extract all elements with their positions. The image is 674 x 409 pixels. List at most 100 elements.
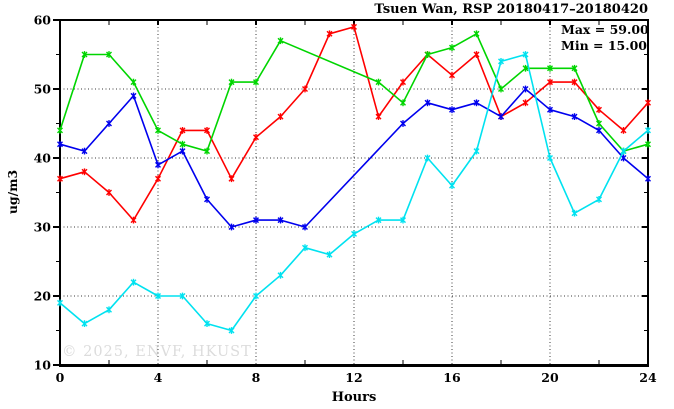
data-point-marker — [57, 175, 63, 182]
data-point-marker — [596, 127, 602, 134]
data-point-marker — [81, 51, 88, 58]
data-point-marker — [253, 134, 259, 141]
data-point-marker — [81, 320, 88, 327]
data-point-marker — [547, 65, 553, 72]
data-point-marker — [400, 217, 406, 224]
data-point-marker — [375, 217, 382, 224]
series-cyan-markers — [57, 51, 651, 334]
data-point-marker — [400, 120, 406, 127]
x-tick-label: 20 — [541, 370, 559, 385]
data-point-marker — [571, 113, 578, 120]
data-point-marker — [204, 196, 210, 203]
data-point-marker — [204, 320, 210, 327]
x-tick-label: 4 — [154, 370, 163, 385]
y-tick-label: 30 — [34, 220, 52, 235]
data-point-marker — [179, 148, 186, 155]
data-point-marker — [302, 244, 308, 251]
data-point-marker — [596, 196, 602, 203]
min-annotation: Min = 15.00 — [561, 38, 647, 53]
data-point-marker — [179, 293, 186, 299]
data-point-marker — [424, 51, 431, 58]
data-point-marker — [400, 79, 406, 86]
data-point-marker — [326, 251, 333, 258]
data-point-marker — [277, 217, 284, 224]
data-point-marker — [277, 37, 284, 44]
data-point-marker — [179, 141, 186, 148]
data-point-marker — [155, 127, 161, 134]
data-point-marker — [473, 51, 480, 58]
data-point-marker — [620, 155, 627, 161]
data-point-marker — [253, 293, 259, 299]
data-point-marker — [106, 189, 112, 196]
data-point-marker — [498, 58, 504, 65]
data-point-marker — [130, 92, 137, 99]
data-point-marker — [498, 86, 504, 92]
x-axis-label: Hours — [332, 390, 377, 405]
max-annotation: Max = 59.00 — [561, 22, 649, 37]
data-point-marker — [204, 148, 210, 155]
data-point-marker — [596, 120, 602, 127]
data-point-marker — [155, 293, 161, 299]
data-point-marker — [424, 99, 431, 106]
watermark: © 2025, ENVF, HKUST — [62, 344, 252, 360]
plot-generated-layer: 10 20 30 40 50 60 0 4 8 12 16 20 24 — [34, 13, 657, 386]
y-tick-label: 20 — [34, 289, 52, 304]
data-point-marker — [204, 127, 210, 134]
data-point-marker — [106, 306, 112, 313]
data-point-marker — [620, 148, 627, 155]
data-point-marker — [326, 30, 333, 37]
data-point-marker — [547, 79, 553, 86]
data-point-marker — [596, 106, 602, 113]
data-point-marker — [57, 299, 63, 306]
data-point-marker — [228, 79, 235, 86]
data-point-marker — [424, 155, 431, 161]
data-point-marker — [645, 99, 651, 106]
data-point-marker — [620, 127, 627, 134]
data-point-marker — [522, 86, 529, 92]
series-red-markers — [57, 23, 651, 224]
data-point-marker — [375, 79, 382, 86]
data-point-marker — [571, 79, 578, 86]
y-tick-label: 10 — [34, 358, 52, 373]
data-point-marker — [277, 113, 284, 120]
data-point-marker — [302, 86, 308, 92]
data-point-marker — [179, 127, 186, 134]
data-point-marker — [473, 148, 480, 155]
data-point-marker — [449, 44, 455, 51]
data-point-marker — [130, 279, 137, 286]
chart-title: Tsuen Wan, RSP 20180417–20180420 — [374, 2, 648, 17]
series-green-line — [59, 32, 649, 152]
data-point-marker — [277, 272, 284, 279]
data-point-marker — [473, 99, 480, 106]
data-point-marker — [522, 99, 529, 106]
data-point-marker — [253, 217, 259, 224]
data-point-marker — [571, 65, 578, 72]
data-point-marker — [155, 175, 161, 182]
data-point-marker — [547, 106, 553, 113]
data-point-marker — [81, 148, 88, 155]
data-point-marker — [400, 99, 406, 106]
y-tick-label: 40 — [34, 151, 52, 166]
data-point-marker — [449, 106, 455, 113]
data-point-marker — [351, 230, 357, 237]
data-point-marker — [130, 79, 137, 86]
data-point-marker — [522, 51, 529, 58]
data-point-marker — [547, 155, 553, 161]
data-point-marker — [571, 210, 578, 217]
data-point-marker — [375, 113, 382, 120]
data-point-marker — [130, 217, 137, 224]
data-point-marker — [57, 141, 63, 148]
y-tick-label: 60 — [34, 13, 52, 28]
data-point-marker — [302, 224, 308, 230]
series-blue-markers — [57, 85, 651, 231]
series-blue-line — [59, 88, 649, 228]
data-point-marker — [81, 168, 88, 175]
data-point-marker — [106, 51, 112, 58]
data-point-marker — [522, 65, 529, 72]
data-point-marker — [228, 224, 235, 230]
data-point-marker — [351, 23, 357, 30]
data-point-marker — [253, 79, 259, 86]
data-point-marker — [645, 141, 651, 148]
